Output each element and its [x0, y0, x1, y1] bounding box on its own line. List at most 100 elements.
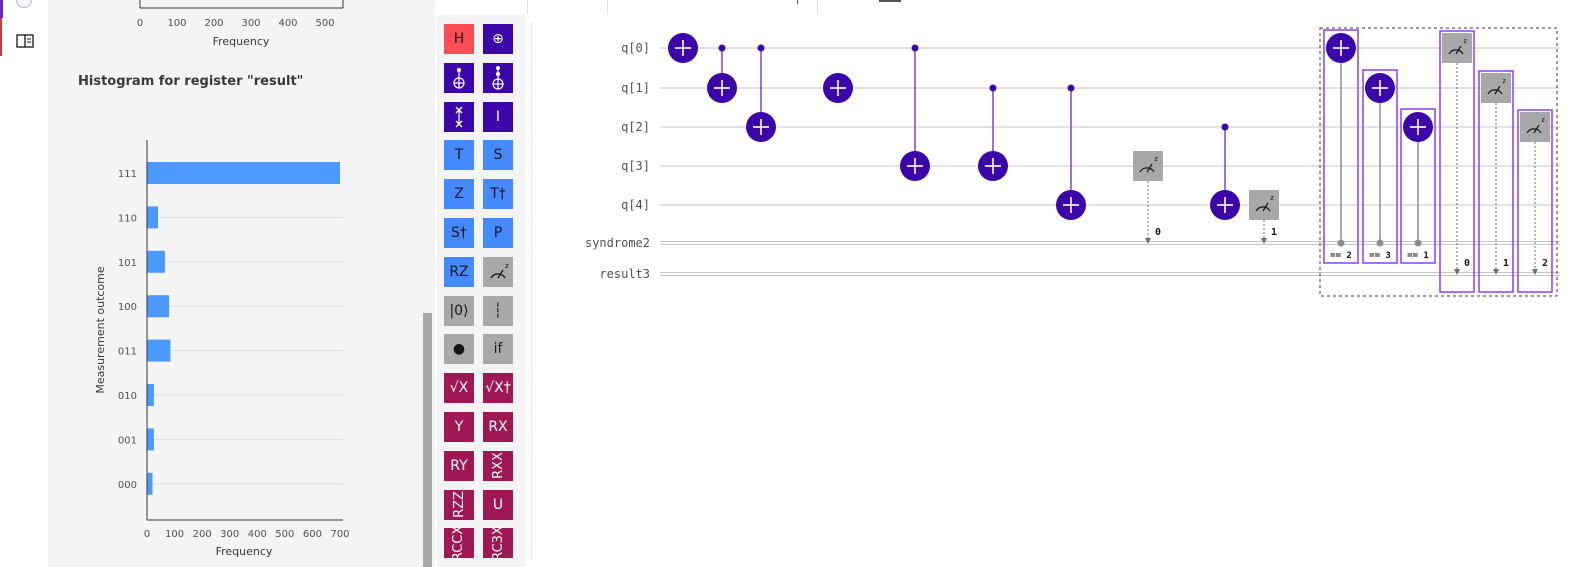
result-measure-gate[interactable]: z — [1520, 112, 1550, 142]
gate-y[interactable]: Y — [444, 412, 474, 442]
gate-tdg[interactable]: T† — [483, 179, 513, 210]
classical-register-label: syndrome2 — [585, 236, 650, 250]
result-measure-gate[interactable]: z — [1481, 73, 1511, 103]
tab-divider — [607, 0, 608, 14]
cnot-target[interactable] — [900, 151, 930, 181]
svg-text:z: z — [1154, 155, 1158, 163]
gate-t[interactable]: T — [444, 140, 474, 171]
histogram-bar[interactable] — [147, 339, 171, 362]
histogram-bar[interactable] — [147, 250, 165, 273]
gate-sdg[interactable]: S† — [444, 218, 474, 248]
condition-dot — [1376, 239, 1384, 247]
cnot-target[interactable] — [746, 112, 776, 142]
tab-tick — [879, 0, 901, 2]
gate-swap[interactable] — [444, 101, 474, 132]
syndrome-measure-gate[interactable]: z — [1133, 151, 1163, 181]
cnot-target[interactable] — [1403, 112, 1433, 142]
gate-rxx[interactable]: RXX — [483, 450, 513, 481]
result-measure-box[interactable] — [1439, 30, 1475, 293]
cnot-control[interactable] — [1067, 84, 1075, 92]
histogram-category-label: 110 — [118, 213, 137, 224]
gate-u[interactable]: U — [483, 489, 513, 520]
top-histogram-tick: 200 — [204, 18, 223, 29]
selection-group-box[interactable] — [1319, 27, 1558, 297]
gate-control[interactable]: ● — [444, 334, 474, 365]
histogram-bar[interactable] — [147, 206, 159, 229]
measure-arrow — [1532, 269, 1538, 275]
gate-label: |0⟩ — [449, 302, 469, 319]
result-measure-box[interactable] — [1478, 70, 1514, 293]
gate-h[interactable]: H — [444, 24, 474, 54]
histogram-tick-label: 200 — [193, 529, 212, 540]
app-icon[interactable] — [16, 0, 32, 8]
gate-ry[interactable]: RY — [444, 450, 474, 481]
svg-text:z: z — [1270, 194, 1274, 202]
gate-label: P — [493, 225, 503, 241]
gate-if[interactable]: if — [483, 334, 513, 365]
result-measure-gate[interactable]: z — [1442, 33, 1472, 63]
histogram-bar[interactable] — [147, 162, 340, 184]
conditional-gate-box[interactable] — [1323, 29, 1359, 264]
gate-label: U — [492, 496, 504, 513]
gate-toffoli[interactable] — [483, 62, 513, 93]
gate-label: ┆ — [493, 302, 503, 319]
gate-p[interactable]: P — [483, 218, 513, 248]
syndrome-measure-gate[interactable]: z — [1249, 190, 1279, 220]
gate-label: RY — [450, 457, 468, 474]
cnot-target[interactable] — [707, 73, 737, 103]
gate-palette: H ⊕ I T S Z T† S† P RZ z |0⟩ ┆ ● if √X √X† Y RX RY RXX RZZ U RC… — [437, 15, 526, 567]
cnot-target[interactable] — [1210, 190, 1240, 220]
tab-divider — [817, 0, 818, 14]
histogram-tick-label: 500 — [275, 529, 294, 540]
cnot-control[interactable] — [911, 44, 919, 52]
cnot-control[interactable] — [718, 44, 726, 52]
conditional-gate-box[interactable] — [1362, 69, 1398, 264]
cnot-target[interactable] — [823, 73, 853, 103]
gate-reset[interactable]: |0⟩ — [444, 295, 474, 326]
histogram-bar[interactable] — [147, 472, 153, 495]
tab-divider — [527, 0, 528, 14]
gate-z[interactable]: Z — [444, 179, 474, 210]
svg-text:z: z — [1541, 116, 1545, 124]
gate-rccx[interactable]: RCCX — [444, 525, 474, 562]
conditional-gate-box[interactable] — [1400, 108, 1436, 264]
gate-rzz[interactable]: RZZ — [444, 489, 474, 520]
gate-label: √X† — [485, 380, 511, 397]
histogram-bar[interactable] — [147, 295, 170, 318]
gate-label: RXX — [490, 452, 506, 480]
cnot-target[interactable] — [1056, 190, 1086, 220]
gate-label: RC3X — [490, 526, 506, 561]
cnot-target[interactable] — [668, 33, 698, 63]
cnot-target[interactable] — [1365, 73, 1395, 103]
gate-rc3x[interactable]: RC3X — [483, 526, 513, 561]
gate-cnot[interactable] — [444, 62, 474, 93]
histogram-bar[interactable] — [147, 428, 154, 451]
panel-scrollbar[interactable] — [423, 313, 432, 567]
cnot-target[interactable] — [978, 151, 1008, 181]
gate-rx[interactable]: RX — [483, 412, 513, 442]
gate-s[interactable]: S — [483, 140, 513, 171]
top-histogram-tick: 100 — [167, 18, 186, 29]
result-measure-box[interactable] — [1517, 109, 1553, 293]
cnot-control[interactable] — [1221, 123, 1229, 131]
side-panel-icon[interactable] — [16, 33, 34, 53]
gate-label: if — [493, 341, 503, 358]
gate-measure[interactable]: z — [483, 256, 513, 287]
histogram-bar[interactable] — [147, 384, 154, 406]
gate-label: √X — [449, 380, 469, 397]
gate-sx[interactable]: √X — [444, 373, 474, 404]
measure-arrow — [1493, 269, 1499, 275]
gate-sxdg[interactable]: √X† — [483, 373, 513, 404]
gate-barrier[interactable]: ┆ — [483, 295, 513, 326]
svg-text:z: z — [1463, 37, 1467, 45]
left-rail — [0, 0, 49, 567]
gate-not[interactable]: ⊕ — [483, 24, 513, 54]
cnot-target[interactable] — [1326, 33, 1356, 63]
gate-label: RCCX — [451, 525, 467, 562]
gate-rz[interactable]: RZ — [444, 256, 474, 287]
top-histogram-tick: 400 — [278, 18, 297, 29]
histogram-tick-label: 0 — [144, 529, 150, 540]
gate-id[interactable]: I — [483, 101, 513, 132]
cnot-control[interactable] — [989, 84, 997, 92]
cnot-control[interactable] — [757, 44, 765, 52]
